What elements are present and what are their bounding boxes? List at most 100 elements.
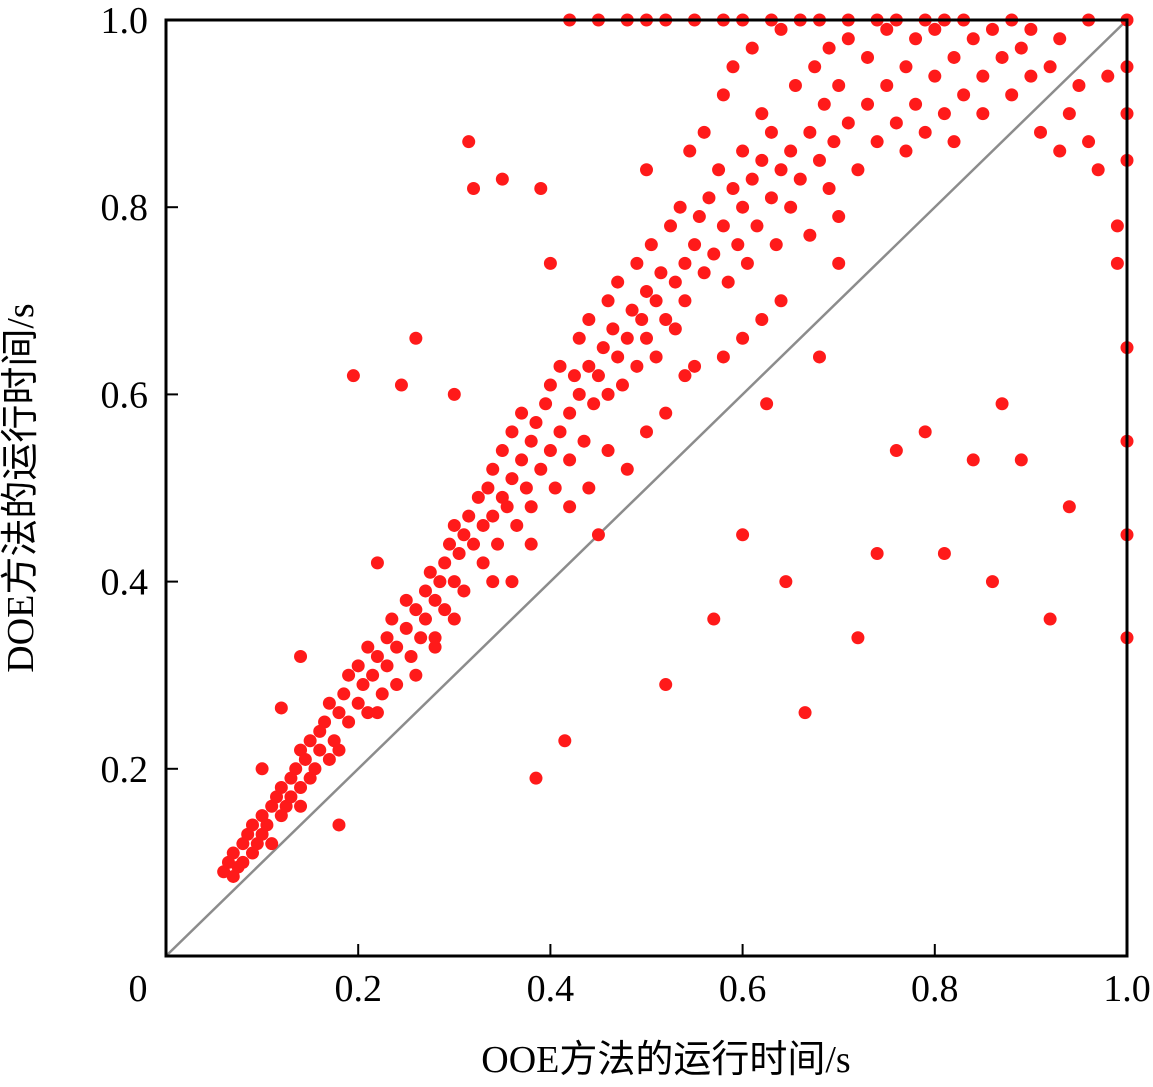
data-point <box>764 191 778 205</box>
data-point <box>678 369 692 383</box>
x-tick-label: 0.2 <box>334 968 382 1010</box>
data-point <box>274 781 288 795</box>
data-point <box>784 144 798 158</box>
data-point <box>832 210 846 224</box>
tick-labels-layer: 0 0.2 0.4 0.6 0.8 1.0 0.2 0.4 0.6 0.8 1.0 <box>101 0 1151 1010</box>
data-point <box>534 462 548 476</box>
data-point <box>736 528 750 542</box>
data-point <box>649 294 663 308</box>
x-tick-label: 0.4 <box>527 968 575 1010</box>
data-point <box>976 69 990 83</box>
data-point <box>803 125 817 139</box>
data-point <box>294 781 308 795</box>
data-point <box>880 22 894 36</box>
data-point <box>716 350 730 364</box>
data-point <box>543 378 557 392</box>
data-point <box>457 528 471 542</box>
data-point <box>332 706 346 720</box>
data-point <box>370 706 384 720</box>
data-point <box>298 752 312 766</box>
data-point <box>822 41 836 55</box>
data-point <box>486 575 500 589</box>
data-point <box>505 575 519 589</box>
data-point <box>486 509 500 523</box>
data-point <box>640 284 653 298</box>
data-point <box>409 668 423 682</box>
data-point <box>841 116 855 130</box>
data-point <box>318 715 332 729</box>
reference-line <box>165 19 1128 957</box>
data-point <box>726 60 740 74</box>
data-point <box>788 79 802 93</box>
data-point <box>851 631 865 645</box>
data-point <box>438 556 452 570</box>
data-point <box>870 135 884 149</box>
data-point <box>817 97 831 111</box>
data-point <box>467 181 481 195</box>
data-point <box>659 313 673 327</box>
data-point <box>654 266 668 280</box>
data-point <box>630 256 644 270</box>
data-point <box>995 50 1009 64</box>
data-point <box>721 275 735 289</box>
data-points-layer <box>217 13 1134 883</box>
data-point <box>750 219 764 233</box>
data-point <box>385 612 399 626</box>
data-point <box>1024 69 1038 83</box>
data-point <box>745 41 759 55</box>
data-point <box>755 153 769 167</box>
data-point <box>995 397 1009 411</box>
y-tick-label: 1.0 <box>101 0 149 42</box>
data-point <box>332 743 346 757</box>
data-point <box>563 500 577 514</box>
data-point <box>390 640 404 654</box>
data-point <box>476 518 490 532</box>
data-point <box>668 275 682 289</box>
data-point <box>505 472 519 486</box>
data-point <box>572 387 586 401</box>
data-point <box>356 678 370 692</box>
data-point <box>1082 135 1096 149</box>
data-point <box>418 584 432 598</box>
data-point <box>640 425 653 439</box>
data-point <box>985 22 999 36</box>
data-point <box>870 547 884 561</box>
data-point <box>1043 60 1057 74</box>
data-point <box>957 88 971 102</box>
x-tick-label: 0.8 <box>911 968 959 1010</box>
data-point <box>255 762 269 776</box>
data-point <box>582 481 596 495</box>
data-point <box>740 256 754 270</box>
data-point <box>370 556 384 570</box>
data-point <box>351 659 365 673</box>
y-tick-label: 0.4 <box>101 562 149 604</box>
data-point <box>889 444 903 458</box>
data-point <box>966 453 980 467</box>
data-point <box>678 256 692 270</box>
data-point <box>668 322 682 336</box>
data-point <box>563 453 577 467</box>
data-point <box>760 397 774 411</box>
data-point <box>937 547 951 561</box>
data-point <box>245 818 259 832</box>
data-point <box>702 191 716 205</box>
data-point <box>601 444 615 458</box>
data-point <box>380 659 394 673</box>
data-point <box>467 537 481 551</box>
data-point <box>736 331 750 345</box>
data-point <box>909 32 923 46</box>
data-point <box>294 649 308 663</box>
data-point <box>447 575 461 589</box>
data-point <box>399 593 413 607</box>
data-point <box>414 631 428 645</box>
data-point <box>731 238 745 252</box>
data-point <box>880 79 894 93</box>
data-point <box>736 200 750 214</box>
data-point <box>1043 612 1057 626</box>
data-point <box>1072 79 1086 93</box>
data-point <box>428 640 442 654</box>
data-point <box>515 406 529 420</box>
x-tick-label: 0 <box>129 968 148 1010</box>
data-point <box>659 406 673 420</box>
